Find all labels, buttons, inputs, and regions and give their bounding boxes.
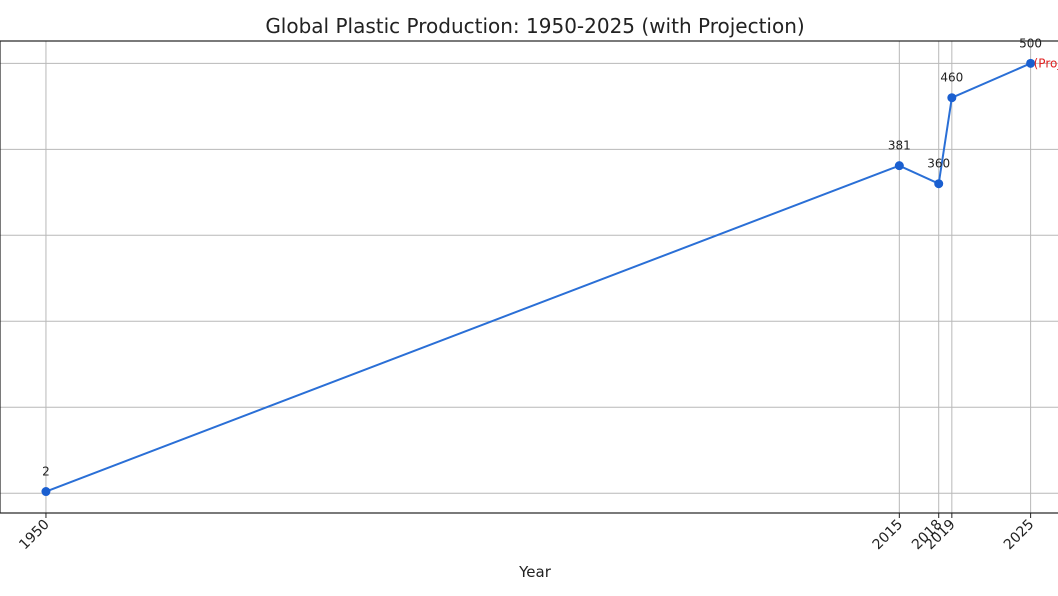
plot-area-frame (0, 40, 1058, 514)
data-label-2015: 381 (888, 139, 911, 153)
series-layer (41, 58, 1036, 497)
chart-title: Global Plastic Production: 1950-2025 (wi… (265, 14, 804, 38)
projection-annotation: (Proje (1034, 56, 1058, 70)
data-label-1950: 2 (42, 465, 50, 479)
data-label-2019: 460 (940, 71, 963, 85)
data-point-2018 (934, 179, 944, 189)
x-tick-label-2015: 2015 (870, 517, 907, 554)
data-point-2025 (1026, 58, 1036, 68)
x-tick-label-1950: 1950 (16, 517, 53, 554)
data-point-2019 (947, 93, 957, 103)
grid (0, 41, 1058, 513)
data-point-1950 (41, 487, 51, 497)
data-point-2015 (894, 161, 904, 171)
data-label-2025: 500 (1019, 36, 1042, 50)
series-line-0 (45, 62, 1032, 493)
x-axis-label: Year (518, 563, 552, 581)
data-labels: 2 381 360 460 500 (Proje (42, 36, 1058, 478)
data-label-2018: 360 (927, 157, 950, 171)
x-tick-label-2025: 2025 (1001, 517, 1038, 554)
